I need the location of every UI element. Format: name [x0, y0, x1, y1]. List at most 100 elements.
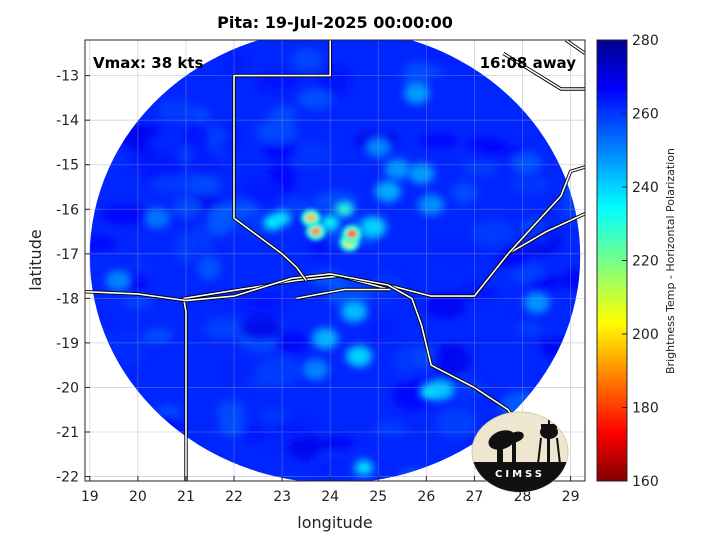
border-line [387, 284, 524, 433]
cold-feature [384, 158, 411, 180]
x-tick-label: 29 [562, 489, 580, 505]
cold-feature-core [144, 207, 171, 229]
texture-blob [267, 104, 298, 126]
cold-feature-core [105, 270, 132, 291]
texture-blob [263, 139, 298, 161]
texture-blob [318, 65, 351, 97]
cold-feature [341, 301, 368, 323]
texture-blob [562, 269, 581, 291]
cold-feature [365, 136, 392, 158]
texture-blob [298, 89, 333, 110]
vmax-annotation: Vmax: 38 kts [93, 54, 203, 72]
texture-blob [451, 182, 478, 204]
texture-blob [490, 273, 518, 291]
texture-blob [368, 318, 392, 340]
cold-features [105, 83, 550, 475]
texture-blob [255, 120, 298, 144]
texture-blob [109, 330, 149, 362]
cold-feature [346, 345, 373, 367]
texture-blob [471, 219, 514, 247]
border-line [296, 288, 391, 300]
texture-blob [393, 348, 416, 378]
y-axis-label: latitude [26, 229, 45, 290]
plot-frame [84, 39, 586, 482]
cold-feature-core [302, 359, 329, 381]
texture-blob [172, 197, 202, 218]
texture-blob [515, 322, 543, 336]
texture-blob [509, 174, 551, 196]
border-line [502, 52, 585, 90]
texture-blob [560, 190, 581, 222]
texture-blob [419, 133, 459, 148]
texture-blob [241, 175, 283, 206]
border-line [387, 212, 585, 297]
y-tick-label: -17 [56, 247, 79, 263]
texture-blob [431, 343, 470, 376]
cold-feature-core [408, 163, 435, 185]
texture-blob [531, 275, 564, 290]
texture-blob [287, 141, 334, 169]
cold-feature [105, 270, 132, 291]
chart-title: Pita: 19-Jul-2025 00:00:00 [217, 13, 453, 32]
cold-feature [523, 292, 550, 314]
cold-feature [321, 215, 340, 230]
cold-feature [263, 215, 282, 230]
border-line [507, 166, 585, 255]
texture-blob [260, 406, 288, 424]
border-line [233, 40, 331, 219]
texture-blob [312, 455, 353, 481]
cold-feature [360, 216, 387, 238]
cold-feature-core [346, 229, 357, 238]
texture-blob [100, 205, 148, 226]
texture-blob [125, 271, 148, 292]
border-line [85, 273, 389, 302]
x-tick-label: 27 [466, 489, 484, 505]
cold-feature-core [403, 83, 430, 104]
x-tick-label: 20 [129, 489, 147, 505]
cold-feature [403, 83, 430, 104]
texture-blob [511, 151, 542, 174]
distance-annotation: 16:08 away [480, 54, 577, 72]
cold-feature [144, 207, 171, 229]
y-tick-label: -13 [56, 69, 79, 85]
colorbar-tick-label: 240 [632, 180, 659, 196]
x-tick-label: 28 [514, 489, 532, 505]
cold-feature [312, 328, 339, 349]
texture-blob [445, 377, 486, 401]
x-tick-label: 26 [417, 489, 435, 505]
texture-blob [151, 174, 194, 194]
plot-area [84, 39, 586, 482]
colorbar-tick-label: 160 [632, 474, 659, 490]
texture-blob [497, 246, 530, 270]
texture-blob [197, 255, 221, 281]
colorbar-tick-label: 280 [632, 33, 659, 49]
texture-blob [279, 198, 313, 215]
texture-blob [435, 408, 478, 438]
border-line [565, 40, 585, 55]
x-tick-label: 22 [225, 489, 243, 505]
colorbar-ticks: 160 180 200 220 240 260 280 [622, 33, 659, 490]
texture-blob [256, 355, 302, 387]
y-tick-label: -18 [56, 291, 79, 307]
texture-blob [274, 332, 308, 355]
texture-blob [121, 296, 153, 309]
x-tick-label: 24 [321, 489, 339, 505]
cold-feature-core [360, 216, 387, 238]
texture-blob [291, 48, 323, 72]
cold-feature-core [321, 215, 340, 230]
colorbar-label: Brightness Temp - Horizontal Polarizatio… [664, 148, 677, 374]
colorbar: 160 180 200 220 240 260 280 Brightness Temp - … [596, 33, 677, 490]
texture-blob [174, 232, 196, 264]
y-tick-label: -16 [56, 202, 79, 218]
y-tick-label: -15 [56, 158, 79, 174]
texture-blob [373, 421, 408, 436]
cold-feature [302, 359, 329, 381]
texture-blob [461, 161, 499, 177]
texture-blob [466, 137, 506, 152]
cold-feature [408, 163, 435, 185]
y-tick-label: -19 [56, 336, 79, 352]
cold-feature-core [305, 214, 316, 223]
cold-feature [305, 222, 326, 241]
texture-blob [275, 420, 314, 441]
